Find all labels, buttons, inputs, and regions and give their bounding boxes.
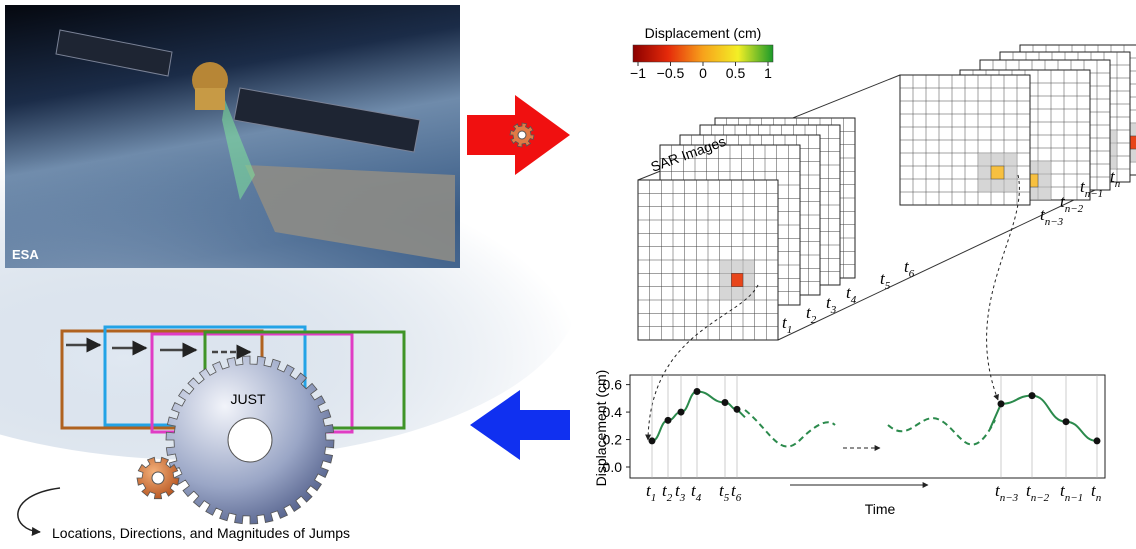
satellite-image: ESA — [0, 5, 580, 460]
colorbar-tick-label: 1 — [764, 65, 772, 81]
time-label: t5 — [719, 481, 730, 504]
connector — [645, 284, 759, 441]
point — [721, 398, 729, 406]
time-label: tn−2 — [1026, 481, 1050, 504]
point — [733, 405, 741, 413]
credit: ESA — [12, 247, 39, 262]
y-tick-label: 0.2 — [603, 432, 623, 448]
time-label: t1 — [646, 481, 656, 504]
gear-hole — [151, 471, 165, 485]
time-label: tn — [1091, 481, 1102, 504]
stack-times: t1 t2 t3 t4 t5 t6 tn−3tn−2tn−1 tn — [782, 167, 1121, 336]
curve — [989, 394, 1098, 442]
return-arrow — [470, 390, 570, 460]
time-label: t5 — [880, 269, 891, 292]
time-label: t2 — [806, 303, 817, 326]
time-label: t6 — [904, 257, 915, 280]
time-label: t6 — [731, 481, 742, 504]
gear-hole — [517, 130, 527, 140]
gear-hole — [227, 417, 273, 463]
colorbar-tick-label: −1 — [630, 65, 646, 81]
curve-gap — [744, 409, 836, 448]
method-output: Locations, Directions, and Magnitudes of… — [52, 525, 350, 541]
curve-gap — [887, 417, 996, 446]
point — [1028, 392, 1036, 400]
connector — [986, 174, 1020, 401]
time-label: tn−2 — [1060, 192, 1084, 215]
colorbar-tick-label: 0 — [699, 65, 707, 81]
y-tick-label: 0.4 — [603, 404, 623, 420]
colorbar-title: Displacement (cm) — [645, 25, 762, 41]
time-label: tn — [1110, 167, 1121, 190]
y-axis-label: Displacement (cm) — [593, 370, 609, 487]
time-label: tn−1 — [1060, 481, 1083, 504]
y-tick-label: 0.0 — [603, 459, 623, 475]
time-label: t3 — [675, 481, 686, 504]
pixel — [990, 165, 1005, 180]
time-label: t4 — [846, 283, 857, 306]
time-label: tn−3 — [1040, 205, 1064, 228]
colorbar-tick-label: −0.5 — [657, 65, 685, 81]
y-tick-label: 0.6 — [603, 377, 623, 393]
time-label: t4 — [691, 481, 702, 504]
image-stack — [637, 44, 1136, 341]
curve — [651, 390, 746, 442]
point — [1062, 418, 1070, 426]
time-label: tn−3 — [995, 481, 1019, 504]
time-label: t2 — [662, 481, 673, 504]
point — [693, 387, 701, 395]
time-label: t1 — [782, 313, 792, 336]
time-label: tn−1 — [1080, 177, 1103, 200]
point — [677, 408, 685, 416]
x-axis-label: Time — [865, 501, 896, 517]
colorbar-tick-label: 0.5 — [726, 65, 746, 81]
time-series-plot: Displacement (cm) Time 0.00.20.40.6t1 t2 t… — [593, 370, 1106, 517]
time-label: t3 — [826, 293, 837, 316]
point — [997, 400, 1005, 408]
method-name: JUST — [231, 391, 266, 407]
method: JUST Locations, Directions, and Magnitud… — [17, 325, 406, 541]
point — [664, 416, 672, 424]
point — [1093, 437, 1101, 445]
pixel — [731, 273, 744, 287]
colorbar: Displacement (cm) −1 −0.5 0 0.5 1 — [630, 25, 774, 81]
forward-arrow — [467, 95, 570, 175]
guide — [777, 189, 1096, 341]
point — [648, 437, 656, 445]
